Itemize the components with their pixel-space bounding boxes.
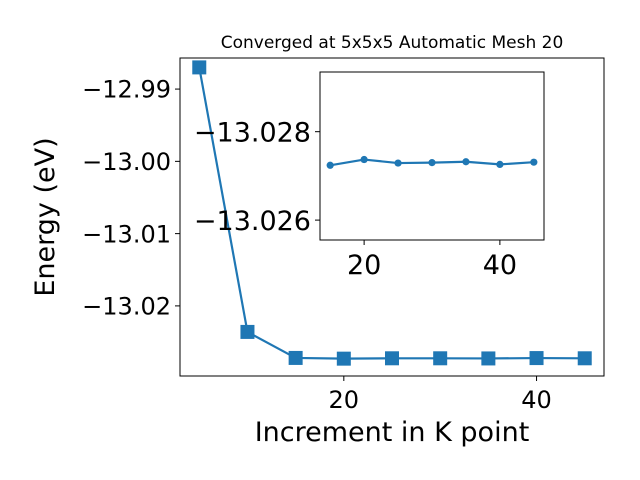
chart-title: Converged at 5x5x5 Automatic Mesh 20 [221,33,564,53]
inset-series [326,155,538,169]
main-plot-frame [179,57,605,377]
main-data-point [481,351,496,366]
inset-plot-background [320,72,544,240]
inset-plot-frame [319,71,545,241]
inset-data-point [530,158,538,166]
main-series [192,60,592,366]
main-y-ticks: −12.99 −13.00 −13.01 −13.02 [82,76,180,321]
inset-data-point [496,160,504,168]
main-x-tick-label: 20 [329,386,360,414]
main-data-point [529,351,544,366]
main-data-point [288,350,303,365]
main-x-tick-label: 40 [521,386,552,414]
inset-y-tick-label: −13.028 [194,117,311,148]
main-data-point [192,60,207,75]
main-data-point [433,351,448,366]
inset-y-ticks: −13.028 −13.026 [194,117,320,237]
main-y-tick-label: −12.99 [82,76,171,104]
main-data-point [240,324,255,339]
main-x-ticks: 20 40 [329,376,552,414]
y-axis-label: Energy (eV) [30,137,61,296]
inset-plot: 20 40 −13.028−13.026 [194,71,545,281]
main-data-point [385,351,399,366]
inset-x-tick-label: 20 [347,250,381,281]
inset-x-tick-label: 40 [483,250,517,281]
main-y-tick-label: −13.00 [82,148,171,176]
main-plot: 20 40 −12.99−13.00−13.01−13.02 Converged … [30,33,605,448]
inset-data-point [428,159,436,167]
main-y-tick-label: −13.01 [82,220,171,248]
main-data-point [577,351,592,366]
inset-x-ticks: 20 40 [347,240,517,281]
inset-y-tick-label: −13.026 [194,206,311,237]
inset-data-point [394,159,402,167]
main-data-point [336,351,351,366]
x-axis-label: Increment in K point [255,417,530,448]
main-y-tick-label: −13.02 [82,293,171,321]
inset-data-point [462,158,470,166]
inset-data-point [326,161,334,169]
inset-data-point [360,155,368,164]
